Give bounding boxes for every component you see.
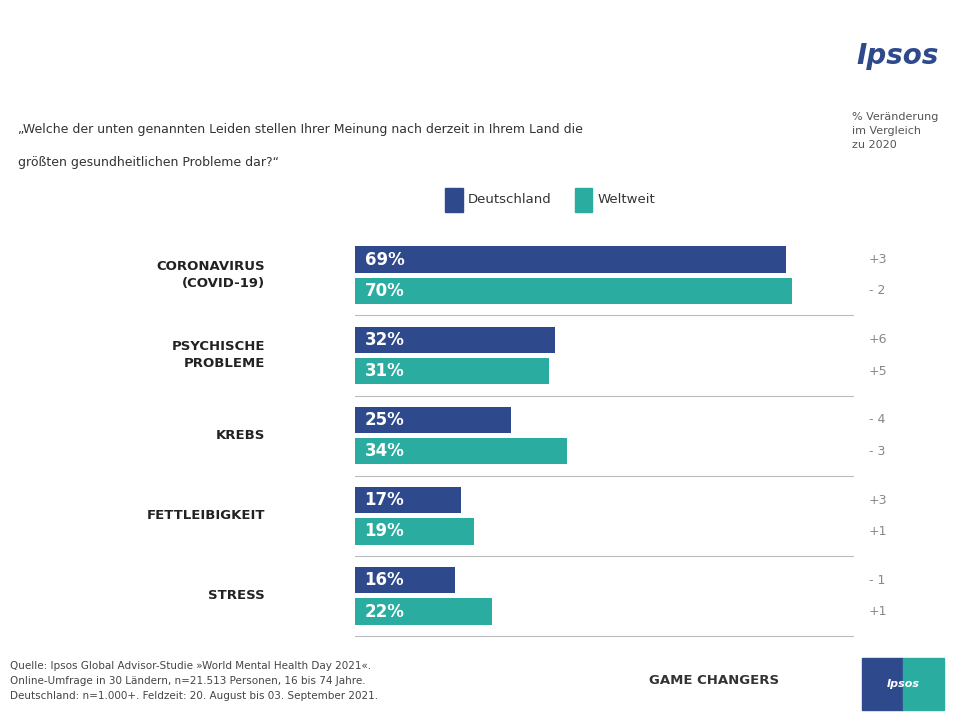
Text: größten gesundheitlichen Probleme dar?“: größten gesundheitlichen Probleme dar?“	[18, 156, 279, 168]
Bar	[355, 246, 785, 273]
Text: PSYCHISCHE
PROBLEME: PSYCHISCHE PROBLEME	[172, 341, 265, 371]
Bar	[355, 358, 549, 384]
Bar	[355, 518, 474, 544]
Text: Deutschland: Deutschland	[468, 193, 551, 207]
Text: Ipsos: Ipsos	[886, 679, 920, 689]
Text: +1: +1	[869, 605, 887, 618]
Bar	[575, 188, 592, 212]
Text: GAME CHANGERS: GAME CHANGERS	[650, 674, 780, 688]
Text: +3: +3	[869, 253, 887, 266]
Text: 69%: 69%	[365, 251, 404, 269]
Bar	[355, 438, 567, 464]
Text: - 4: - 4	[869, 413, 885, 426]
Text: 16%: 16%	[365, 571, 404, 589]
Text: 31%: 31%	[365, 362, 404, 380]
Text: 19%: 19%	[365, 523, 404, 541]
Text: - 1: - 1	[869, 574, 885, 587]
Text: 34%: 34%	[365, 442, 404, 460]
Text: +5: +5	[869, 364, 887, 377]
Bar	[355, 487, 461, 513]
Bar	[355, 278, 792, 304]
Bar	[355, 567, 455, 593]
Text: Quelle: Ipsos Global Advisor-Studie »World Mental Health Day 2021«.
Online-Umfra: Quelle: Ipsos Global Advisor-Studie »Wor…	[10, 661, 377, 701]
Text: 70%: 70%	[365, 282, 404, 300]
Text: KREBS: KREBS	[216, 429, 265, 442]
Text: STRESS: STRESS	[208, 590, 265, 603]
Text: - 2: - 2	[869, 284, 885, 297]
Bar	[445, 188, 463, 212]
Bar	[862, 658, 902, 710]
Text: 32%: 32%	[365, 330, 404, 348]
Text: Die 5 größten Gesundheitsprobleme im Corona-Jahr: Die 5 größten Gesundheitsprobleme im Cor…	[22, 45, 689, 67]
Bar	[355, 598, 492, 625]
Text: +3: +3	[869, 494, 887, 507]
Text: Weltweit: Weltweit	[597, 193, 655, 207]
Text: 25%: 25%	[365, 411, 404, 429]
Text: % Veränderung
im Vergleich
zu 2020: % Veränderung im Vergleich zu 2020	[852, 112, 938, 150]
Bar	[902, 658, 944, 710]
Text: - 3: - 3	[869, 445, 885, 458]
Text: „Welche der unten genannten Leiden stellen Ihrer Meinung nach derzeit in Ihrem L: „Welche der unten genannten Leiden stell…	[18, 122, 583, 135]
Text: 22%: 22%	[365, 603, 404, 621]
Text: Ipsos: Ipsos	[856, 42, 939, 70]
Text: 17%: 17%	[365, 491, 404, 509]
Text: FETTLEIBIGKEIT: FETTLEIBIGKEIT	[147, 509, 265, 522]
Text: +1: +1	[869, 525, 887, 538]
Bar	[355, 407, 511, 433]
Text: +6: +6	[869, 333, 887, 346]
Text: CORONAVIRUS
(COVID-19): CORONAVIRUS (COVID-19)	[156, 261, 265, 290]
Bar	[355, 327, 555, 353]
